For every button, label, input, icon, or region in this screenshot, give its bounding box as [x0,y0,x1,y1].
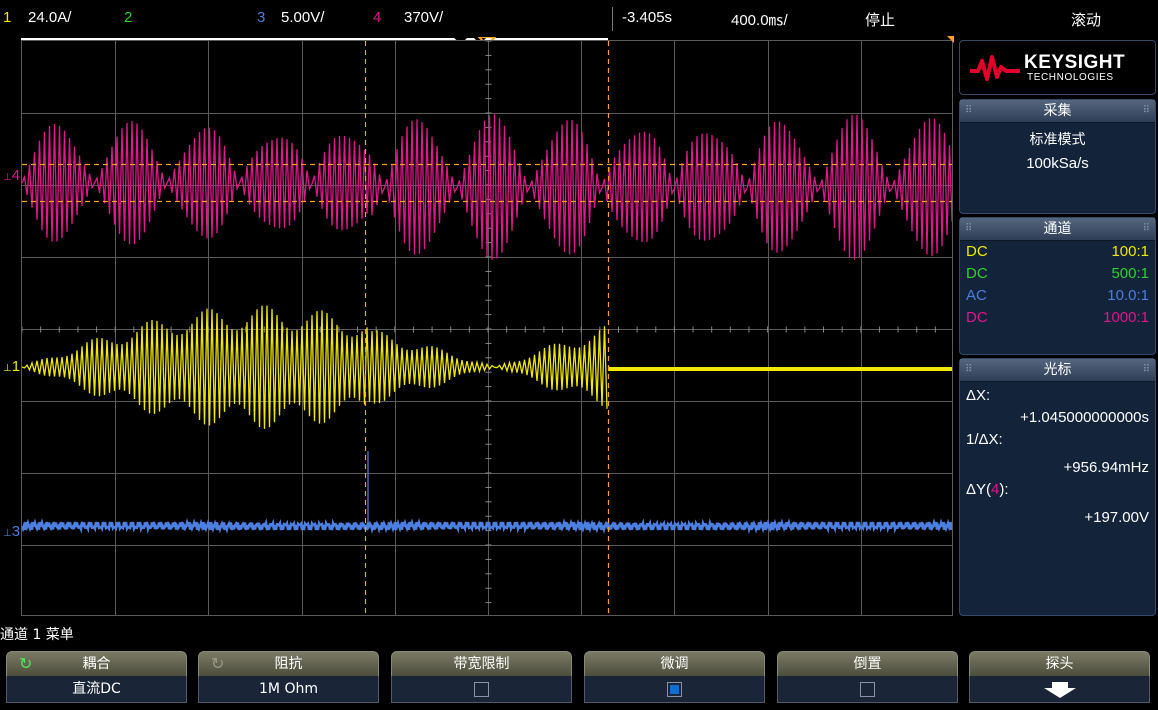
rotate-knob-icon: ↻ [211,654,225,673]
channel-row-3: AC 10.0:1 [960,285,1155,307]
keysight-wave-icon [970,55,1020,81]
brand-name: KEYSIGHT [1024,52,1126,73]
ch1-probe: 100:1 [1111,243,1149,260]
ch4-trace [22,114,952,260]
ch4-marker-label: 4 [11,167,21,184]
channels-title: 通道 [1043,221,1072,237]
acquire-mode: 标准模式 [1029,132,1086,148]
time-scale[interactable]: 400.0㎳/ [731,12,788,29]
ch3-ground-marker[interactable]: ⊥3 [3,523,21,540]
ch1-trace [22,305,952,429]
cursor-lines [22,41,952,615]
softkey-coupling[interactable]: ↻ 耦合 直流DC [6,651,187,704]
invert-checkbox[interactable] [860,681,875,697]
coupling-value: 直流DC [72,681,121,697]
bandwidth-limit-label: 带宽限制 [453,656,510,672]
delta-y-label: ΔY(4): [960,479,1155,501]
waveform-canvas [22,41,952,615]
delta-x-label: ΔX: [966,387,991,404]
ch1-ground-marker[interactable]: ⊥1 [3,358,21,375]
acquire-section[interactable]: ⠿ 采集 ⠿ 标准模式 100kSa/s [959,99,1156,214]
ch3-coupling: AC [966,287,987,304]
ch3-index: 3 [257,9,266,26]
ch4-scale[interactable]: 370V/ [404,9,444,26]
ch4-ground-marker[interactable]: ⊥4 [3,167,21,184]
delta-y-suffix: ): [999,481,1009,498]
ch1-scale[interactable]: 24.0A/ [28,9,72,26]
fine-checkbox[interactable] [667,681,682,697]
status-divider [612,7,703,31]
coupling-label: 耦合 [82,656,111,672]
impedance-label: 阻抗 [274,656,303,672]
ch2-probe: 500:1 [1111,265,1149,282]
ch1-flat-segment [608,367,952,371]
acquire-title: 采集 [1043,103,1072,119]
rotate-knob-icon: ↻ [19,654,33,673]
brand-subtitle: TECHNOLOGIES [1027,72,1114,83]
channel-row-2: DC 500:1 [960,263,1155,285]
acquire-header: ⠿ 采集 ⠿ [960,100,1155,123]
channels-section[interactable]: ⠿ 通道 ⠿ DC 100:1 DC 500:1 AC 10.0:1 DC 10… [959,217,1156,355]
ch3-trace [22,451,952,535]
delta-x-value: +1.045000000000s [1020,409,1149,426]
ch4-coupling: DC [966,309,988,326]
ch1-index: 1 [3,9,12,26]
channel-row-1: DC 100:1 [960,241,1155,263]
bandwidth-limit-checkbox[interactable] [474,681,489,697]
ch3-waveform [22,517,952,535]
softkey-impedance[interactable]: ↻ 阻抗 1M Ohm [198,651,379,704]
softkey-invert[interactable]: 倒置 [777,651,958,704]
ch2-index[interactable]: 2 [124,9,133,26]
ch3-scale[interactable]: 5.00V/ [281,9,325,26]
ch1-coupling: DC [966,243,988,260]
side-panel: KEYSIGHT TECHNOLOGIES ⠿ 采集 ⠿ 标准模式 100kSa… [959,40,1158,616]
waveform-display[interactable] [21,40,953,616]
channels-header: ⠿ 通道 ⠿ [960,218,1155,241]
ch4-probe: 1000:1 [1103,309,1149,326]
ch1-waveform [22,305,608,429]
softkey-bandwidth-limit[interactable]: 带宽限制 [391,651,572,704]
softkey-bar [0,646,1158,704]
delta-y-channel: 4 [991,481,1000,498]
inverse-delta-x-label: 1/ΔX: [966,431,1003,448]
invert-label: 倒置 [853,656,882,672]
brand-logo: KEYSIGHT TECHNOLOGIES [959,40,1156,95]
ch3-marker-label: 3 [11,523,21,540]
cursors-section[interactable]: ⠿ 光标 ⠿ ΔX: +1.045000000000s 1/ΔX: +956.9… [959,358,1156,616]
inverse-delta-x-value: +956.94mHz [1063,459,1149,476]
arrow-down-icon [1043,682,1076,698]
acquisition-mode: 滚动 [1071,12,1102,29]
softkey-probe[interactable]: 探头 [969,651,1150,704]
cursor-corner-marker [947,36,954,43]
ch2-coupling: DC [966,265,988,282]
cursors-header: ⠿ 光标 ⠿ [960,359,1155,382]
ch4-waveform [22,114,952,260]
ch1-marker-label: 1 [11,358,21,375]
run-state: 停止 [865,12,896,29]
time-offset[interactable]: -3.405s [622,9,673,26]
ch3-probe: 10.0:1 [1107,287,1149,304]
channel-row-4: DC 1000:1 [960,307,1155,329]
sample-rate: 100kSa/s [1026,155,1089,172]
fine-label: 微调 [660,656,689,672]
delta-y-value: +197.00V [1084,509,1149,526]
softkey-fine[interactable]: 微调 [584,651,765,704]
delta-y-prefix: ΔY( [966,481,992,498]
ch4-index: 4 [373,9,382,26]
cursors-title: 光标 [1043,362,1072,378]
impedance-value: 1M Ohm [259,681,318,697]
menu-title: 通道 1 菜单 [0,627,74,643]
status-bar: 1 24.0A/ 2 3 5.00V/ 4 370V/ -3.405s 400.… [0,0,1158,36]
probe-label: 探头 [1045,656,1074,672]
